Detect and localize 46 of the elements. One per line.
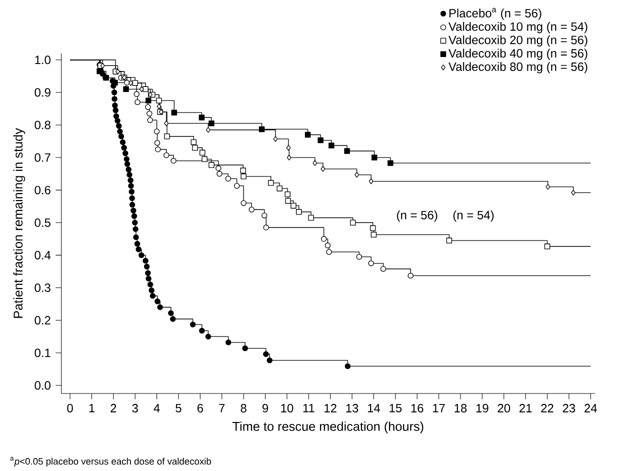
y-tick-label: 0.6: [34, 186, 50, 194]
x-tick-label: 19: [476, 404, 488, 412]
legend-label: Valdecoxib 20 mg (n = 56): [448, 35, 588, 47]
x-tick-label: 23: [562, 404, 576, 412]
x-tick-label: 12: [324, 404, 336, 412]
y-tick-label: 0.9: [34, 88, 50, 97]
x-tick-label: 24: [584, 404, 597, 412]
x-tick-label: 18: [454, 404, 467, 412]
x-tick-label: 14: [368, 404, 380, 412]
x-tick-label: 8: [240, 404, 246, 412]
y-tick-label: 0.0: [34, 381, 50, 390]
x-tick-label: 7: [219, 404, 225, 412]
x-tick-label: 22: [541, 404, 554, 412]
legend-label: Valdecoxib 40 mg (n = 56): [448, 48, 588, 60]
legend-label: Valdecoxib 80 mg (n = 56): [448, 62, 588, 74]
y-tick-label: 0.7: [34, 153, 50, 162]
y-tick-label: 0.2: [34, 316, 50, 325]
y-tick-label: 1.0: [35, 56, 50, 64]
x-tick-label: 1: [89, 404, 94, 412]
x-axis-title: Time to rescue medication (hours): [232, 422, 424, 434]
annotation: (n = 54): [453, 210, 494, 222]
x-tick-label: 17: [433, 404, 445, 412]
x-tick-label: 9: [262, 404, 268, 412]
x-tick-label: 15: [390, 404, 402, 412]
legend-label: Placebo$^{a}$ (n = 56): [449, 8, 542, 20]
x-tick-label: 11: [303, 404, 314, 412]
x-tick-label: 13: [346, 404, 358, 412]
x-tick-label: 4: [154, 404, 160, 412]
x-tick-label: 21: [519, 404, 532, 412]
legend-label: Valdecoxib 10 mg (n = 54): [448, 22, 588, 34]
x-tick-label: 3: [132, 404, 138, 412]
x-tick-label: 20: [498, 404, 510, 412]
x-tick-label: 0: [67, 404, 73, 412]
annotation: (n = 56): [397, 210, 438, 222]
x-tick-label: 16: [411, 404, 424, 412]
x-tick-label: 6: [197, 404, 204, 412]
y-tick-label: 0.5: [34, 218, 50, 227]
y-tick-label: 0.8: [34, 120, 50, 130]
text: $^{a}$p<0.05 placebo versus each dose of valdecoxib: [10, 456, 212, 467]
x-tick-label: 10: [281, 404, 294, 412]
x-tick-label: 5: [176, 404, 182, 412]
y-axis-title: Patient fraction remaining in study: [13, 128, 26, 318]
y-tick-label: 0.3: [34, 284, 50, 292]
x-tick-label: 2: [110, 404, 116, 412]
y-tick-label: 0.4: [34, 250, 51, 260]
y-tick-label: 0.1: [34, 348, 50, 358]
